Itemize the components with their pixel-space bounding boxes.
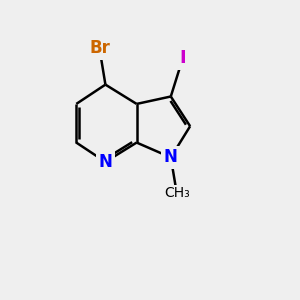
Text: I: I: [179, 50, 186, 68]
Text: N: N: [98, 153, 112, 171]
Text: Br: Br: [89, 39, 110, 57]
Text: N: N: [164, 148, 178, 166]
Text: CH₃: CH₃: [164, 186, 190, 200]
